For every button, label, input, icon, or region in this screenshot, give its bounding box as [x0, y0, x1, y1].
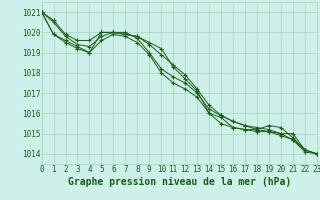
- X-axis label: Graphe pression niveau de la mer (hPa): Graphe pression niveau de la mer (hPa): [68, 177, 291, 187]
